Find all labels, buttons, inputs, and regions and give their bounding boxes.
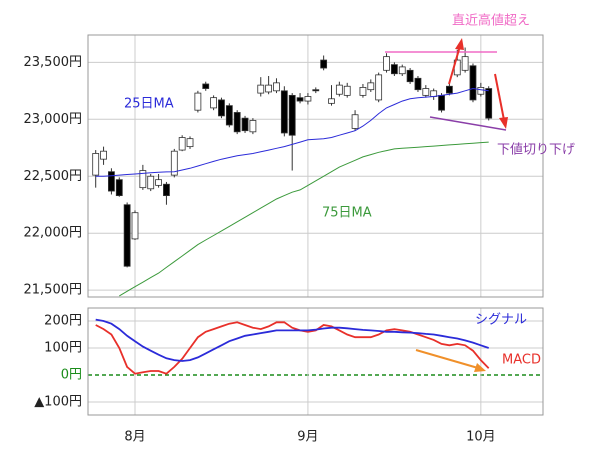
- candle-body: [390, 64, 398, 75]
- x-tick-label: 9月: [297, 430, 318, 445]
- up-arrow-head: [455, 38, 464, 50]
- y-tick-label: 0円: [61, 368, 82, 383]
- down-arrow: [494, 73, 505, 121]
- y-tick-label: ▲100円: [34, 395, 82, 410]
- candle-body: [265, 84, 273, 93]
- candle-body: [461, 56, 469, 71]
- candle-body: [186, 138, 194, 148]
- candle-body: [115, 179, 123, 197]
- series-line: [119, 141, 489, 297]
- candle-body: [131, 212, 139, 240]
- series-line: [95, 87, 489, 177]
- candle-body: [249, 120, 257, 133]
- candle-body: [304, 96, 312, 102]
- candle-body: [383, 56, 390, 71]
- candle-body: [100, 150, 107, 160]
- candle-body: [163, 183, 170, 197]
- candle-body: [414, 77, 422, 91]
- y-tick-label: 200円: [44, 313, 82, 328]
- mark-layer: [92, 47, 493, 375]
- series-label: シグナル: [475, 313, 527, 328]
- macd-arrow-head: [474, 363, 486, 372]
- candle-body: [477, 87, 485, 95]
- candle-body: [202, 83, 210, 89]
- price-frame: [87, 34, 544, 298]
- candle-body: [194, 92, 202, 111]
- candle-body: [178, 137, 186, 151]
- candle-body: [257, 84, 265, 94]
- candle-body: [312, 89, 320, 92]
- candle-body: [343, 85, 351, 96]
- candle-body: [328, 98, 335, 104]
- candle-body: [280, 90, 288, 134]
- annotation: 下値切り下げ: [497, 142, 575, 158]
- candle-body: [359, 87, 367, 96]
- y-tick-label: 23,000円: [24, 112, 83, 127]
- candle-body: [155, 179, 162, 186]
- candle-body: [367, 82, 375, 91]
- x-tick-label: 10月: [466, 430, 496, 445]
- candle-body: [375, 74, 383, 101]
- y-tick-label: 22,000円: [24, 226, 83, 241]
- candle-body: [296, 97, 304, 102]
- macd-frame: [87, 307, 544, 416]
- candle-body: [233, 112, 241, 133]
- candle-body: [288, 94, 296, 136]
- candle-body: [438, 94, 445, 111]
- up-arrow: [448, 45, 461, 85]
- y-tick-label: 21,500円: [24, 283, 83, 298]
- candle-body: [445, 85, 453, 94]
- y-tick-label: 22,500円: [24, 169, 83, 184]
- candle-body: [139, 170, 147, 189]
- series-line: [95, 321, 490, 375]
- macd-arrow: [415, 349, 479, 369]
- candle-body: [273, 82, 280, 92]
- candle-body: [210, 97, 218, 109]
- down-arrow-head: [499, 117, 508, 129]
- candle-body: [422, 88, 430, 96]
- low-line: [429, 116, 507, 131]
- candle-body: [92, 153, 100, 176]
- series-line: [95, 318, 489, 362]
- candle-body: [398, 66, 406, 75]
- series-label: 75日MA: [322, 206, 372, 221]
- candle-body: [320, 59, 328, 69]
- candle-body: [485, 88, 493, 119]
- candle-body: [170, 150, 178, 176]
- annotation: 直近高値超え: [452, 13, 530, 29]
- candle-body: [430, 90, 438, 97]
- candle-body: [469, 65, 477, 101]
- series-label: MACD: [502, 353, 541, 368]
- candle-body: [218, 99, 225, 117]
- y-tick-label: 100円: [44, 340, 82, 355]
- candle-body: [335, 84, 343, 95]
- series-label: 25日MA: [124, 97, 174, 112]
- candle-body: [241, 117, 249, 132]
- candle-body: [123, 204, 131, 267]
- candle-body: [108, 171, 115, 192]
- y-tick-label: 23,500円: [24, 55, 83, 70]
- grid-layer: 23,500円 23,000円 22,500円 22,000円 21,500円 200円 1…: [24, 35, 543, 445]
- candle-body: [351, 114, 359, 129]
- x-tick-label: 8月: [124, 430, 145, 445]
- candle-body: [225, 105, 233, 126]
- candle-body: [147, 175, 155, 190]
- candle-body: [406, 69, 414, 83]
